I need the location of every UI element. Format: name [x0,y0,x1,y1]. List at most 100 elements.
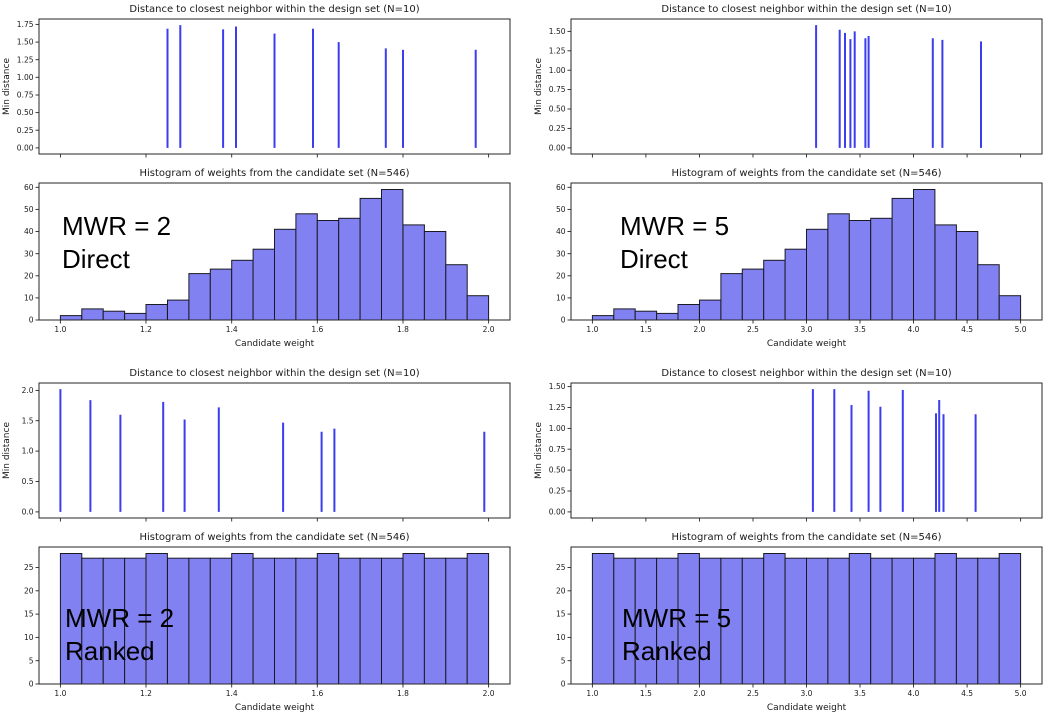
hist-bar [445,264,468,321]
hist-bar [295,557,318,685]
x-tick-label: 2.0 [483,325,495,334]
hist-bar [402,553,425,685]
hist-bar [338,217,361,321]
y-tick-label: 0.25 [17,126,34,135]
hist-bar [806,228,829,321]
x-tick-label: 5.0 [1015,325,1027,334]
histogram-mwr2-ranked: 0 5 10 15 20 25 1.0 1.2 1.4 1.6 1.8 2.0 Histogram of… [24,532,511,713]
histogram-mwr5-ranked: 0 5 10 15 20 25 1.0 1.5 2.0 2.5 3.0 3.5 4.0 4.5 5.0 His… [556,532,1043,713]
y-tick-label: 0.75 [549,445,566,454]
hist-bar [316,553,340,685]
y-tick-label: 20 [24,271,34,280]
hist-bar [359,197,383,321]
axes-frame [38,18,511,155]
y-tick-label: 50 [24,205,34,214]
hist-bar [784,557,808,685]
hist-bar [955,557,979,685]
x-tick-label: 2.0 [694,689,706,698]
x-tick-label: 3.0 [801,325,813,334]
y-tick-label: 1.50 [549,27,566,36]
plot-title: Distance to closest neighbor within the … [661,4,951,15]
x-tick-label: 4.5 [961,325,973,334]
hist-bar [381,189,404,321]
y-tick-label: 5 [29,656,34,665]
hist-bar [209,557,233,685]
hist-bar [763,553,786,685]
plot-title: Histogram of weights from the candidate … [139,168,409,179]
hist-bar [124,557,147,685]
y-tick-label: 10 [556,294,566,303]
hist-bar [720,273,743,321]
panel-mwr5-ranked: 0.00 0.25 0.50 0.75 1.00 1.25 1.50 Distance to … [532,364,1064,728]
hist-bar [209,268,233,321]
y-axis-label: Min distance [2,58,12,115]
hist-bar [59,315,83,321]
hist-bar [252,248,276,321]
hist-bar [445,557,468,685]
x-tick-label: 2.0 [483,689,495,698]
y-tick-label: 0.75 [549,85,566,94]
y-tick-label: 60 [556,183,566,192]
hist-bar [81,557,104,685]
axes-frame [570,18,1043,155]
y-tick-label: 1.00 [17,73,34,82]
y-tick-label: 1.5 [22,416,34,425]
x-tick-label: 2.5 [747,325,759,334]
hist-bar [977,264,1000,321]
x-axis-label: Candidate weight [767,339,847,349]
stem-plot-mwr2-ranked: 0.0 0.5 1.0 1.5 2.0 Distance to closest neigh… [2,368,511,522]
hist-bar [998,553,1022,685]
hist-bar [423,231,447,321]
hist-bar [381,557,404,685]
hist-bar [274,557,297,685]
y-tick-label: 50 [556,205,566,214]
x-tick-label: 4.0 [908,325,920,334]
hist-bar [167,299,190,321]
y-tick-label: 0.75 [17,91,34,100]
hist-bar [167,557,190,685]
x-tick-label: 1.2 [140,325,152,334]
hist-bar [188,273,211,321]
hist-bar [913,189,936,321]
axes-frame [38,382,511,519]
histogram-mwr5-direct: 0 10 20 30 40 50 60 1.0 1.5 2.0 2.5 3.0 3.5 4.0 4.5 5.0… [556,168,1043,349]
hist-bar [231,259,254,321]
hist-bar [656,557,679,685]
hist-bar [81,308,104,321]
y-tick-label: 0.5 [22,477,34,486]
hist-bar [295,213,318,321]
hist-bar [316,220,340,321]
y-tick-label: 5 [561,656,566,665]
hist-bar [741,268,765,321]
stem-plot-mwr5-ranked: 0.00 0.25 0.50 0.75 1.00 1.25 1.50 Distance to … [534,368,1043,522]
y-tick-label: 20 [556,271,566,280]
y-tick-label: 40 [556,227,566,236]
x-axis-label: Candidate weight [235,703,315,713]
hist-bar [59,553,83,685]
x-tick-label: 3.0 [801,689,813,698]
hist-bar [423,557,447,685]
hist-bar [870,217,893,321]
plot-title: Distance to closest neighbor within the … [661,368,951,379]
y-tick-label: 0.50 [549,105,566,114]
x-tick-label: 3.5 [854,689,866,698]
hist-bar [613,557,636,685]
x-tick-label: 1.8 [397,325,409,334]
hist-bar [359,557,383,685]
hist-bar [827,557,850,685]
hist-bar [720,557,743,685]
y-tick-label: 10 [556,633,566,642]
hist-bar [891,557,915,685]
x-tick-label: 1.5 [640,689,652,698]
y-tick-label: 1.25 [17,55,34,64]
hist-bar [998,295,1022,321]
x-axis-label: Candidate weight [767,703,847,713]
axes-frame [570,382,1043,519]
stem-plot-mwr2-direct: 0.00 0.25 0.50 0.75 1.00 1.25 1.50 1.75 Distance… [2,4,511,158]
hist-bar [784,248,808,321]
x-tick-label: 4.0 [908,689,920,698]
y-tick-label: 1.25 [549,403,566,412]
hist-bar [934,224,957,321]
hist-bar [145,553,168,685]
y-tick-label: 1.75 [17,20,34,29]
